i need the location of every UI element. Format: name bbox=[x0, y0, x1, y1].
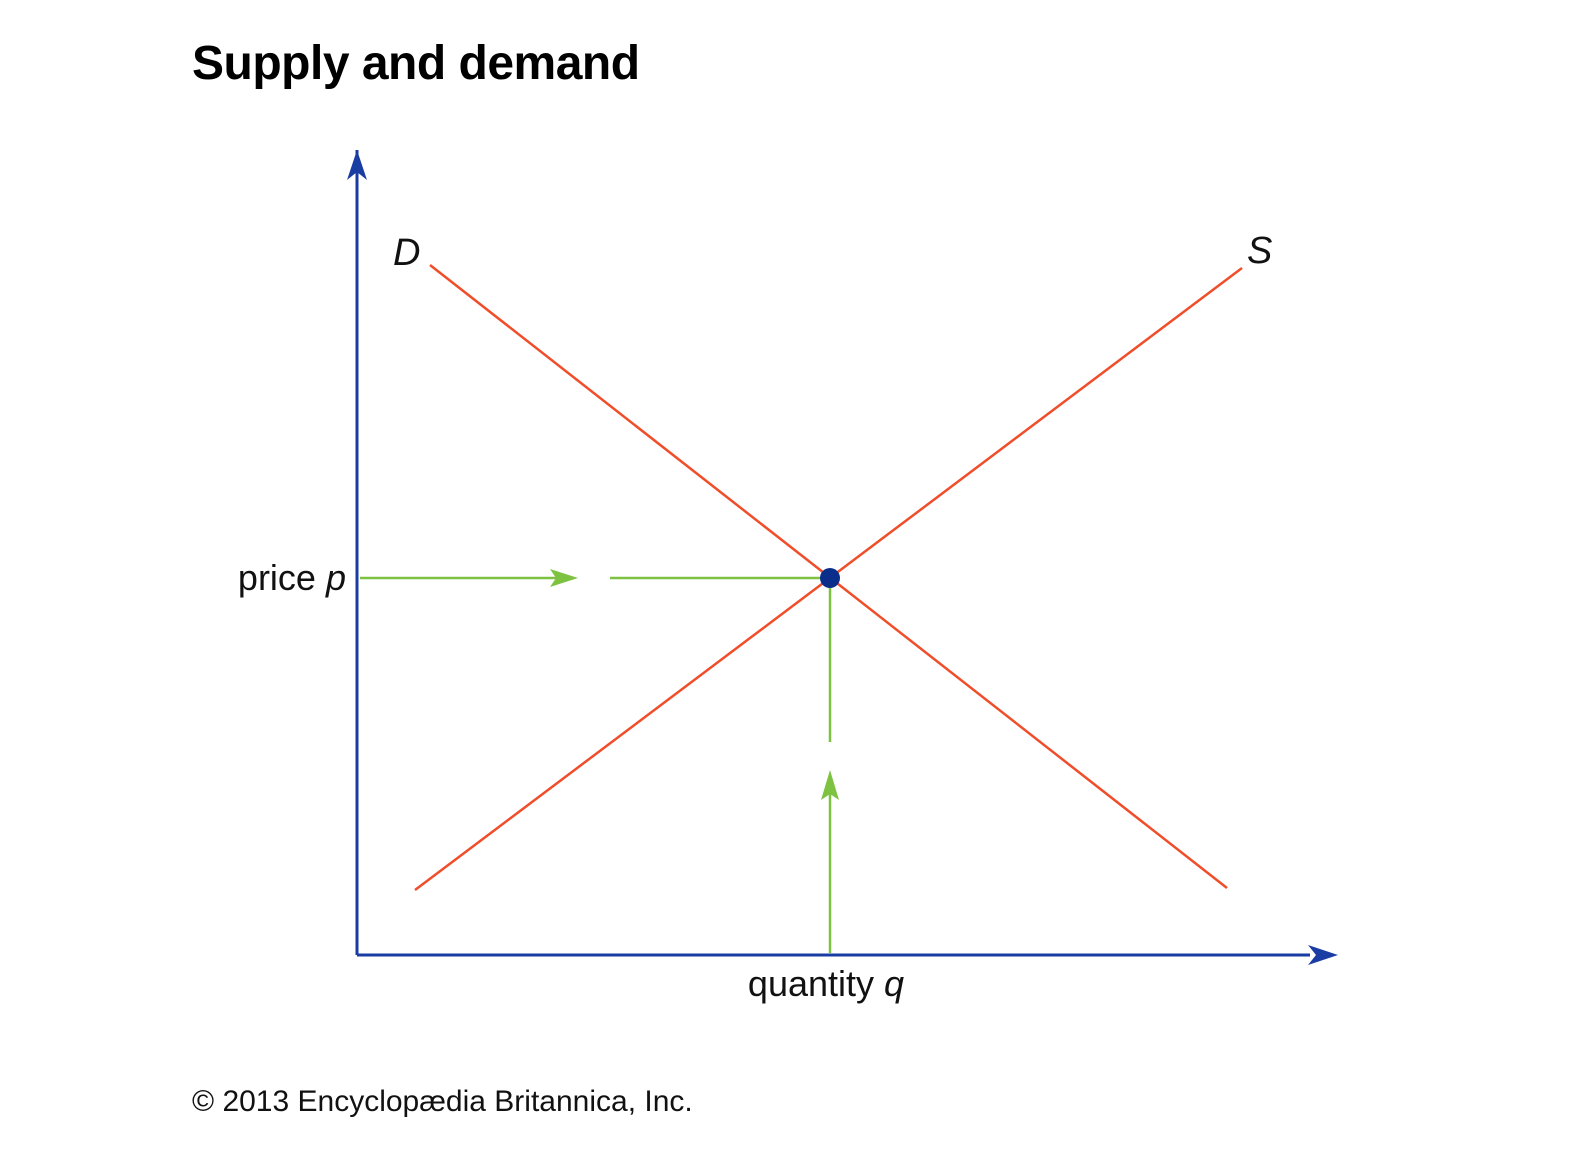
y-axis-arrowhead bbox=[347, 150, 367, 180]
quantity-guide-arrowhead bbox=[821, 770, 839, 800]
quantity-label: quantity q bbox=[748, 963, 904, 1004]
equilibrium-point bbox=[820, 568, 840, 588]
supply-label: S bbox=[1247, 230, 1272, 272]
price-guide-arrowhead bbox=[550, 569, 578, 587]
quantity-label-text: quantity bbox=[748, 963, 874, 1004]
price-label-text: price bbox=[238, 557, 316, 598]
page-title: Supply and demand bbox=[192, 37, 640, 90]
copyright-notice: © 2013 Encyclopædia Britannica, Inc. bbox=[192, 1085, 693, 1118]
quantity-label-variable: q bbox=[884, 963, 904, 1004]
price-label: price p bbox=[238, 557, 346, 598]
x-axis-arrowhead bbox=[1308, 945, 1338, 965]
price-label-variable: p bbox=[325, 557, 346, 598]
demand-label: D bbox=[393, 232, 420, 274]
